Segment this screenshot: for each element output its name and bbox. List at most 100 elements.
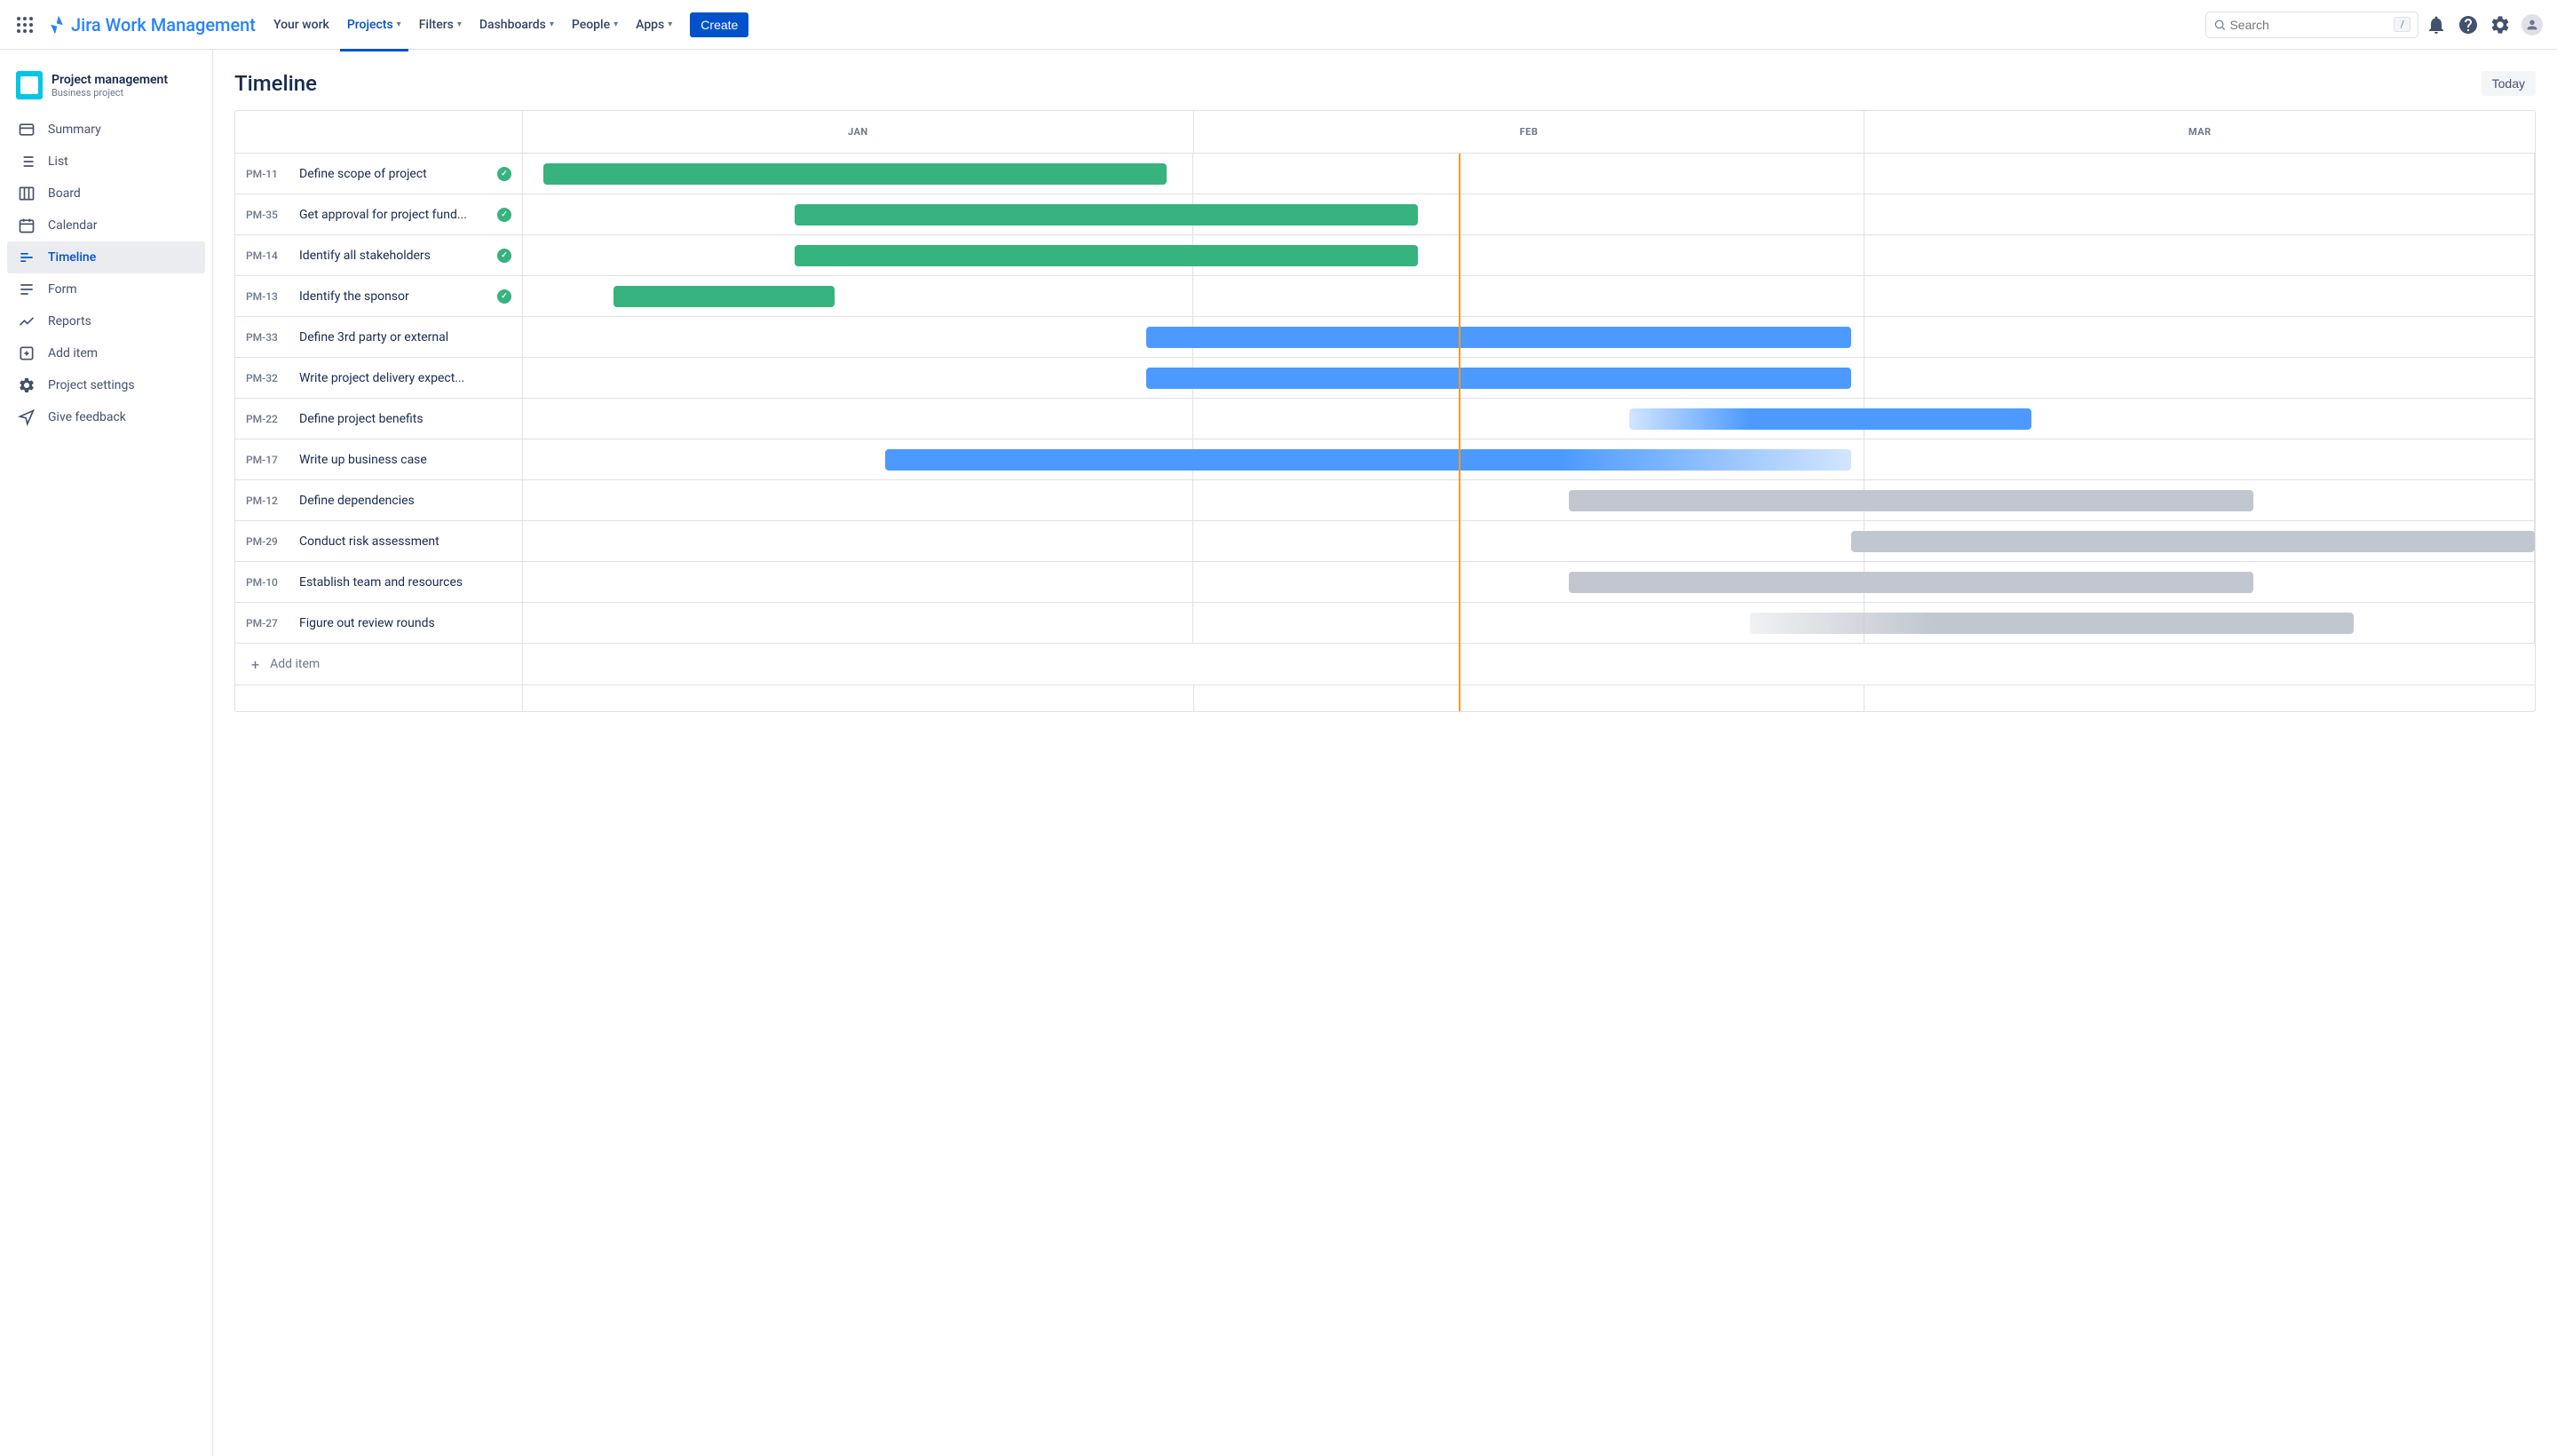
- task-info[interactable]: PM-13Identify the sponsor✓: [235, 276, 523, 316]
- notifications-button[interactable]: [2422, 11, 2450, 39]
- jira-icon: [46, 14, 67, 36]
- nav-item-filters[interactable]: Filters▾: [412, 12, 469, 37]
- settings-button[interactable]: [2486, 11, 2514, 39]
- task-key: PM-13: [246, 290, 289, 303]
- task-info[interactable]: PM-27Figure out review rounds: [235, 603, 523, 643]
- nav-item-people[interactable]: People▾: [565, 12, 625, 37]
- create-button[interactable]: Create: [690, 12, 748, 37]
- project-avatar: [16, 71, 43, 99]
- timeline-container: JANFEBMAR PM-11Define scope of project✓P…: [234, 110, 2536, 712]
- timeline-row: PM-11Define scope of project✓: [235, 154, 2535, 194]
- chevron-down-icon: ▾: [668, 20, 672, 29]
- task-key: PM-22: [246, 413, 289, 425]
- content-area: Timeline Today JANFEBMAR PM-11Define sco…: [213, 50, 2557, 1456]
- gantt-bar[interactable]: [543, 163, 1167, 185]
- gantt-bar[interactable]: [1146, 368, 1850, 389]
- today-button[interactable]: Today: [2482, 71, 2536, 96]
- task-info[interactable]: PM-10Establish team and resources: [235, 562, 523, 602]
- task-info[interactable]: PM-33Define 3rd party or external: [235, 317, 523, 357]
- search-shortcut: /: [2394, 17, 2411, 32]
- nav-item-label: Your work: [273, 18, 329, 32]
- timeline-row: PM-32Write project delivery expect...: [235, 358, 2535, 399]
- gantt-bar[interactable]: [1750, 613, 2354, 634]
- product-logo[interactable]: Jira Work Management: [46, 14, 256, 36]
- profile-button[interactable]: [2518, 11, 2546, 39]
- sidebar-item-label: Timeline: [48, 250, 96, 265]
- sidebar-item-form[interactable]: Form: [7, 273, 205, 305]
- task-info[interactable]: PM-12Define dependencies: [235, 480, 523, 520]
- today-marker: [1459, 154, 1461, 711]
- nav-item-label: Apps: [636, 18, 664, 32]
- add-item-button[interactable]: +Add item: [235, 644, 523, 684]
- plus-icon: +: [251, 656, 259, 673]
- sidebar-item-board[interactable]: Board: [7, 178, 205, 210]
- gantt-area: [523, 276, 2535, 316]
- task-title: Get approval for project fund...: [299, 208, 487, 222]
- board-icon: [18, 185, 36, 202]
- app-grid-icon: [14, 14, 36, 36]
- add-icon: [18, 344, 36, 362]
- sidebar-item-reports[interactable]: Reports: [7, 305, 205, 337]
- sidebar-item-label: Add item: [48, 346, 98, 360]
- sidebar-item-calendar[interactable]: Calendar: [7, 210, 205, 241]
- task-title: Conduct risk assessment: [299, 534, 511, 549]
- gantt-bar[interactable]: [1569, 572, 2252, 593]
- nav-item-apps[interactable]: Apps ▾: [629, 12, 679, 37]
- task-info[interactable]: PM-14Identify all stakeholders✓: [235, 235, 523, 275]
- nav-item-label: Projects: [347, 18, 393, 32]
- sidebar-item-list[interactable]: List: [7, 146, 205, 178]
- task-title: Identify all stakeholders: [299, 249, 487, 263]
- task-title: Define dependencies: [299, 494, 511, 508]
- task-key: PM-35: [246, 209, 289, 221]
- timeline-row: PM-22 Define project benefits: [235, 399, 2535, 439]
- chevron-down-icon: ▾: [397, 20, 401, 29]
- task-info[interactable]: PM-35Get approval for project fund...✓: [235, 194, 523, 234]
- gantt-bar[interactable]: [795, 204, 1418, 226]
- app-switcher-button[interactable]: [11, 11, 39, 39]
- sidebar-item-label: Summary: [48, 123, 101, 137]
- gantt-bar[interactable]: [885, 449, 1851, 471]
- nav-item-label: Filters: [419, 18, 454, 32]
- task-info[interactable]: PM-17Write up business case: [235, 439, 523, 479]
- gantt-bar[interactable]: [1629, 408, 2031, 430]
- sidebar-item-label: Reports: [48, 314, 91, 328]
- project-type: Business project: [51, 87, 168, 99]
- sidebar-item-add-item[interactable]: Add item: [7, 337, 205, 369]
- nav-item-your-work[interactable]: Your work: [266, 12, 336, 37]
- timeline-icon: [18, 249, 36, 266]
- sidebar-item-label: Project settings: [48, 378, 135, 392]
- gantt-bar[interactable]: [614, 286, 835, 307]
- help-button[interactable]: [2454, 11, 2482, 39]
- task-info[interactable]: PM-29Conduct risk assessment: [235, 521, 523, 561]
- timeline-row: PM-12Define dependencies: [235, 480, 2535, 521]
- gantt-bar[interactable]: [795, 245, 1418, 266]
- nav-item-dashboards[interactable]: Dashboards▾: [472, 12, 561, 37]
- check-icon: ✓: [497, 289, 511, 304]
- project-header[interactable]: Project management Business project: [7, 71, 205, 114]
- search-input[interactable]: [2226, 16, 2394, 34]
- sidebar-item-timeline[interactable]: Timeline: [7, 241, 205, 273]
- task-key: PM-11: [246, 168, 289, 180]
- task-info[interactable]: PM-32Write project delivery expect...: [235, 358, 523, 398]
- sidebar-item-give-feedback[interactable]: Give feedback: [7, 401, 205, 433]
- add-item-row: +Add item: [235, 644, 2535, 684]
- gantt-bar[interactable]: [1146, 327, 1850, 348]
- sidebar-item-label: Form: [48, 282, 77, 297]
- search-box[interactable]: /: [2205, 12, 2418, 38]
- nav-item-projects[interactable]: Projects ▾: [340, 12, 408, 37]
- gantt-bar[interactable]: [1851, 531, 2535, 552]
- sidebar-item-project-settings[interactable]: Project settings: [7, 369, 205, 401]
- task-key: PM-27: [246, 617, 289, 629]
- nav-item-label: Dashboards: [479, 18, 546, 32]
- task-title: Define project benefits: [299, 412, 511, 426]
- sidebar-item-label: List: [48, 154, 68, 169]
- gantt-bar[interactable]: [1569, 490, 2252, 511]
- task-column-header: [235, 111, 523, 153]
- task-info[interactable]: PM-22 Define project benefits: [235, 399, 523, 439]
- sidebar-item-summary[interactable]: Summary: [7, 114, 205, 146]
- task-title: Define scope of project: [299, 167, 487, 181]
- nav-item-label: People: [572, 18, 610, 32]
- month-header: JAN: [523, 111, 1194, 153]
- task-title: Write project delivery expect...: [299, 371, 511, 385]
- task-info[interactable]: PM-11Define scope of project✓: [235, 154, 523, 194]
